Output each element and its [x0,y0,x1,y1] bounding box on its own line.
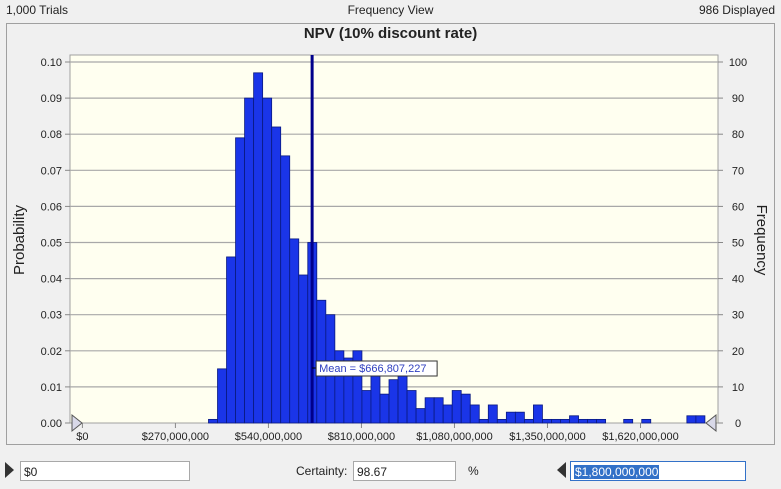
histogram-bar [262,97,273,424]
left-grabber-icon[interactable] [71,413,83,433]
histogram-bar [379,393,390,424]
y-axis-label: Probability [11,204,28,275]
x-tick-label: $1,350,000,000 [509,431,585,443]
histogram-bar [587,418,597,424]
histogram-bar [388,379,399,424]
histogram-bar [280,155,291,424]
histogram-bar [451,390,462,424]
chart-title: NPV (10% discount rate) [303,25,478,42]
histogram-bar [298,274,309,424]
x-tick-label: $270,000,000 [142,431,209,443]
y-tick-label-right: 0 [735,418,741,430]
y-tick-label: 0.08 [41,129,62,141]
lower-grabber-icon[interactable] [5,462,14,478]
y-tick-label: 0.04 [41,274,62,286]
histogram-bar [460,393,471,424]
certainty-input[interactable]: 98.67 [353,461,456,481]
histogram-bar [226,256,236,424]
histogram-bar [397,375,408,424]
upper-grabber-icon[interactable] [557,462,566,478]
histogram-bar [695,415,706,424]
x-tick-label: $540,000,000 [235,431,302,443]
histogram-bar [424,397,435,424]
histogram-bar [244,97,255,424]
mean-label: Mean = $666,807,227 [319,363,426,375]
y-tick-label: 0.01 [41,382,62,394]
upper-value-input[interactable]: $1,800,000,000 [570,461,746,481]
y-tick-label: 0.06 [41,201,62,213]
y-tick-label: 0.02 [41,346,62,358]
histogram-bar [370,375,381,424]
histogram-bar [686,415,697,424]
y-tick-label-right: 80 [732,129,744,141]
histogram-bar [487,404,498,424]
y-tick-label: 0.07 [41,165,62,177]
y-tick-label: 0.05 [41,238,62,250]
histogram-bar [551,418,561,424]
histogram-bar [352,350,363,424]
right-grabber-icon[interactable] [705,413,717,433]
y-tick-label: 0.00 [41,418,62,430]
histogram-bar [271,126,282,424]
y-tick-label: 0.10 [41,57,62,69]
y-tick-label: 0.09 [41,93,62,105]
trials-count: 1,000 Trials [6,3,69,17]
y-axis-label-right: Frequency [753,205,770,276]
x-tick-label: $0 [76,431,88,443]
view-name: Frequency View [347,3,434,17]
upper-value-text: $1,800,000,000 [574,465,660,479]
y-tick-label-right: 40 [732,274,744,286]
histogram-bar [560,418,570,424]
histogram-bar [235,137,245,424]
histogram-bar [523,418,534,424]
histogram-bar [533,404,543,424]
histogram-bar [289,238,300,424]
y-tick-label-right: 10 [732,382,744,394]
histogram-bar [217,368,227,424]
y-tick-label-right: 50 [732,238,744,250]
y-tick-label-right: 90 [732,93,744,105]
histogram-bar [433,397,444,424]
displayed-count: 986 Displayed [698,3,775,17]
histogram-bar [478,418,489,424]
certainty-label: Certainty: [296,464,348,478]
x-tick-label: $1,620,000,000 [602,431,678,443]
mean-label-box [315,360,438,377]
histogram-bar [415,408,426,424]
histogram-bar [208,418,218,424]
histogram-bar [542,418,552,424]
x-tick-label: $1,080,000,000 [416,431,492,443]
histogram-bar [569,415,579,424]
histogram-bar [442,404,453,424]
histogram-bar [641,418,652,424]
y-tick-label-right: 30 [732,310,744,322]
percent-label: % [468,464,479,478]
histogram-bar [596,418,607,424]
y-tick-label: 0.03 [41,310,62,322]
y-tick-label-right: 100 [729,57,747,69]
y-tick-label-right: 70 [732,165,744,177]
histogram-bar [496,418,507,424]
histogram-bar [469,404,480,424]
y-tick-label-right: 20 [732,346,744,358]
x-tick-label: $810,000,000 [328,431,395,443]
y-tick-label-right: 60 [732,201,744,213]
histogram-bar [514,411,525,424]
histogram-bar [578,418,588,424]
histogram-bar [361,390,372,424]
histogram-bar [623,418,634,424]
histogram-bar [253,72,264,424]
histogram-bar [406,390,417,424]
histogram-chart: 0.00 0 0.01 10 0.02 20 0.03 30 0.04 40 0.05 50 0.06 6… [11,54,770,443]
lower-value-input[interactable]: $0 [20,461,190,481]
histogram-bar [505,411,516,424]
